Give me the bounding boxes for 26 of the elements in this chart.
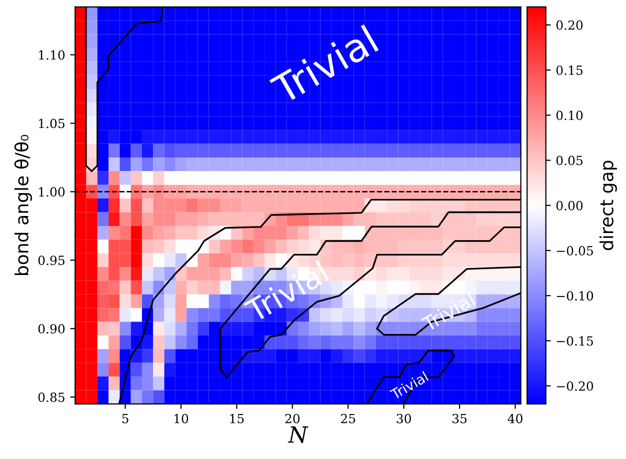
x-tick-label: 5 [122, 414, 128, 424]
x-tick-label: 20 [285, 414, 300, 424]
color-bar-label: 0.05 [556, 156, 582, 166]
y-axis-title: bond angle θ/θ₀ [14, 134, 32, 275]
color-bar-label: 0.00 [556, 200, 583, 210]
x-tick-label: 15 [230, 414, 244, 424]
color-bar-label: −0.15 [556, 336, 593, 346]
color-bar-label: 0.10 [556, 110, 583, 120]
color-bar-label: −0.05 [556, 246, 593, 256]
x-tick-label: 10 [174, 414, 188, 424]
x-tick-label: 35 [452, 414, 467, 424]
color-bar-label: 0.15 [556, 66, 582, 75]
y-tick-label: 0.90 [38, 324, 65, 334]
y-tick-label: 0.85 [38, 392, 64, 402]
y-tick-label: 0.95 [38, 256, 64, 266]
color-bar-title: direct gap [599, 160, 617, 250]
x-tick-label: 25 [341, 414, 356, 424]
y-tick-label: 1.05 [39, 118, 64, 128]
x-tick-label: 40 [508, 414, 522, 424]
color-bar-label: −0.20 [556, 381, 594, 391]
y-tick-label: 1.10 [39, 50, 65, 60]
color-bar-label: 0.20 [556, 20, 583, 30]
x-tick-label: 30 [396, 414, 411, 424]
color-bar-label: −0.10 [556, 291, 594, 301]
x-axis-title: N [288, 426, 308, 443]
y-tick-label: 1.00 [39, 187, 65, 197]
